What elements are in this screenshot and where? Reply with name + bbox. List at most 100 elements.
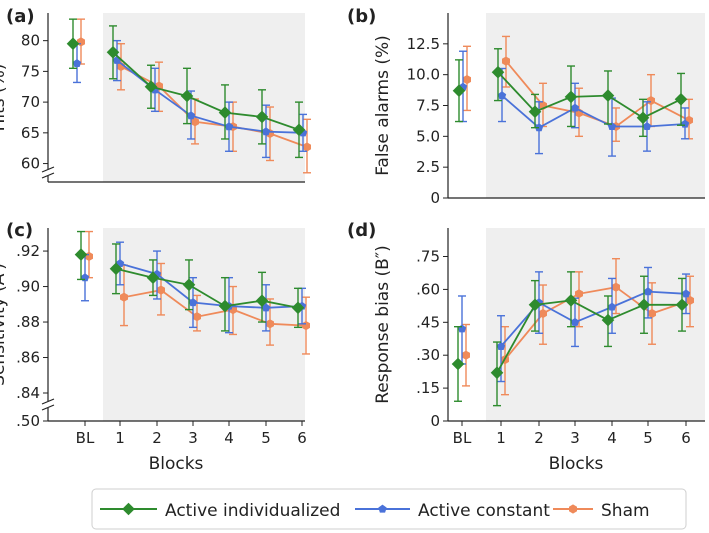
data-point-sham: [539, 308, 547, 319]
data-point-sham: [77, 37, 85, 47]
data-point-sham: [303, 142, 311, 152]
legend-label: Active individualized: [165, 501, 340, 521]
data-point-constant: [642, 122, 652, 130]
legend-item-constant: Active constant: [355, 501, 550, 521]
x-tick-label: 6: [297, 429, 307, 447]
legend-label: Sham: [601, 501, 650, 521]
data-point-sham: [85, 251, 93, 261]
legend-item-individualized: Active individualized: [100, 501, 340, 521]
series-individualized: [451, 271, 689, 407]
data-point-individualized: [291, 301, 305, 315]
x-tick-label: 2: [152, 429, 162, 447]
panel-label: (c): [6, 220, 33, 241]
data-point-constant: [457, 324, 467, 333]
data-point-individualized: [146, 271, 160, 284]
data-point-constant: [261, 127, 271, 136]
y-tick-label: .90: [16, 278, 40, 296]
y-tick-label: .30: [416, 346, 440, 364]
data-point-individualized: [106, 46, 120, 59]
y-tick-label: 75: [21, 62, 40, 80]
data-point-constant: [72, 59, 82, 67]
data-point-constant: [188, 298, 198, 307]
data-point-individualized: [74, 248, 88, 261]
y-tick-label: 2.5: [416, 158, 440, 176]
series-constant: [458, 50, 690, 157]
data-point-individualized: [636, 111, 650, 125]
data-point-individualized: [452, 84, 466, 97]
x-tick-label: 4: [607, 429, 617, 447]
y-tick-label: 5.0: [416, 127, 440, 145]
data-point-individualized: [66, 37, 80, 50]
shaded-region: [486, 228, 705, 421]
x-tick-label: 2: [534, 429, 544, 447]
panel-a: 80 75 70 65 60 Hits (%) (a): [0, 6, 311, 183]
data-point-constant: [497, 91, 507, 100]
legend-marker-diamond: [122, 502, 135, 516]
data-point-sham: [266, 319, 274, 329]
x-tick-label: 3: [570, 429, 580, 447]
legend-marker-hexagon: [569, 504, 577, 514]
data-point-individualized: [675, 298, 689, 312]
data-point-constant: [224, 122, 234, 131]
series-sham: [85, 230, 310, 355]
data-point-sham: [502, 56, 510, 66]
x-tick-label: BL: [76, 429, 95, 447]
data-point-individualized: [564, 90, 578, 104]
series-line-individualized: [497, 71, 682, 119]
axis-break-mark: [41, 404, 55, 411]
data-point-sham: [193, 312, 201, 322]
x-tick-label: 1: [496, 429, 506, 447]
data-point-constant: [643, 287, 653, 296]
data-point-individualized: [491, 65, 505, 79]
data-point-individualized: [601, 89, 615, 102]
data-point-individualized: [180, 89, 194, 103]
x-axis-label-right: Blocks: [549, 454, 604, 474]
legend-marker-pentagon: [378, 504, 387, 513]
data-point-individualized: [144, 80, 158, 93]
axis-break-mark: [41, 398, 55, 405]
y-tick-label: .50: [16, 412, 40, 430]
axis-break-mark: [41, 172, 55, 179]
data-point-individualized: [292, 123, 306, 137]
data-point-individualized: [218, 299, 232, 313]
x-tick-label: 1: [115, 429, 125, 447]
series-line-individualized: [115, 267, 299, 309]
legend-item-sham: Sham: [553, 501, 650, 521]
y-tick-label: 60: [21, 155, 40, 173]
y-tick-label: 70: [21, 93, 40, 111]
data-point-constant: [681, 289, 691, 298]
x-axis-label-left: Blocks: [149, 454, 204, 474]
data-point-sham: [462, 350, 470, 360]
shaded-region: [486, 13, 705, 198]
x-tick-label: 5: [643, 429, 653, 447]
data-point-sham: [686, 295, 694, 305]
panel-b: 12.5 10.0 7.5 5.0 2.5 0 False alarms (%) (b): [347, 6, 705, 207]
y-axis-label: Hits (%): [0, 64, 9, 132]
data-point-individualized: [218, 106, 232, 119]
axis-break-gap: [41, 169, 55, 176]
y-axis-label: False alarms (%): [373, 35, 393, 176]
data-point-constant: [186, 111, 196, 120]
data-point-sham: [120, 292, 128, 302]
series-individualized: [74, 230, 305, 332]
series-sham: [462, 258, 694, 396]
y-tick-label: .15: [416, 379, 440, 397]
panel-d: .75 .60 .45 .30 .15 0 BL 1 2 3 4 5 6 Response bias (B…: [347, 220, 705, 447]
data-point-individualized: [451, 357, 465, 371]
x-tick-label: 6: [681, 429, 691, 447]
y-axis-label: Response bias (B″): [373, 245, 393, 404]
legend-label: Active constant: [418, 501, 550, 521]
y-tick-label: 80: [21, 32, 40, 50]
data-point-individualized: [528, 298, 542, 312]
data-point-constant: [261, 303, 271, 312]
x-tick-label: 4: [224, 429, 234, 447]
y-axis-label: Sensitivity (A′): [0, 263, 9, 386]
data-point-sham: [648, 308, 656, 319]
x-tick-label: 3: [188, 429, 198, 447]
panel-label: (b): [347, 6, 376, 27]
data-point-individualized: [182, 278, 196, 292]
series-individualized: [66, 18, 306, 159]
y-tick-label: 10.0: [407, 66, 440, 84]
data-point-constant: [496, 342, 506, 350]
